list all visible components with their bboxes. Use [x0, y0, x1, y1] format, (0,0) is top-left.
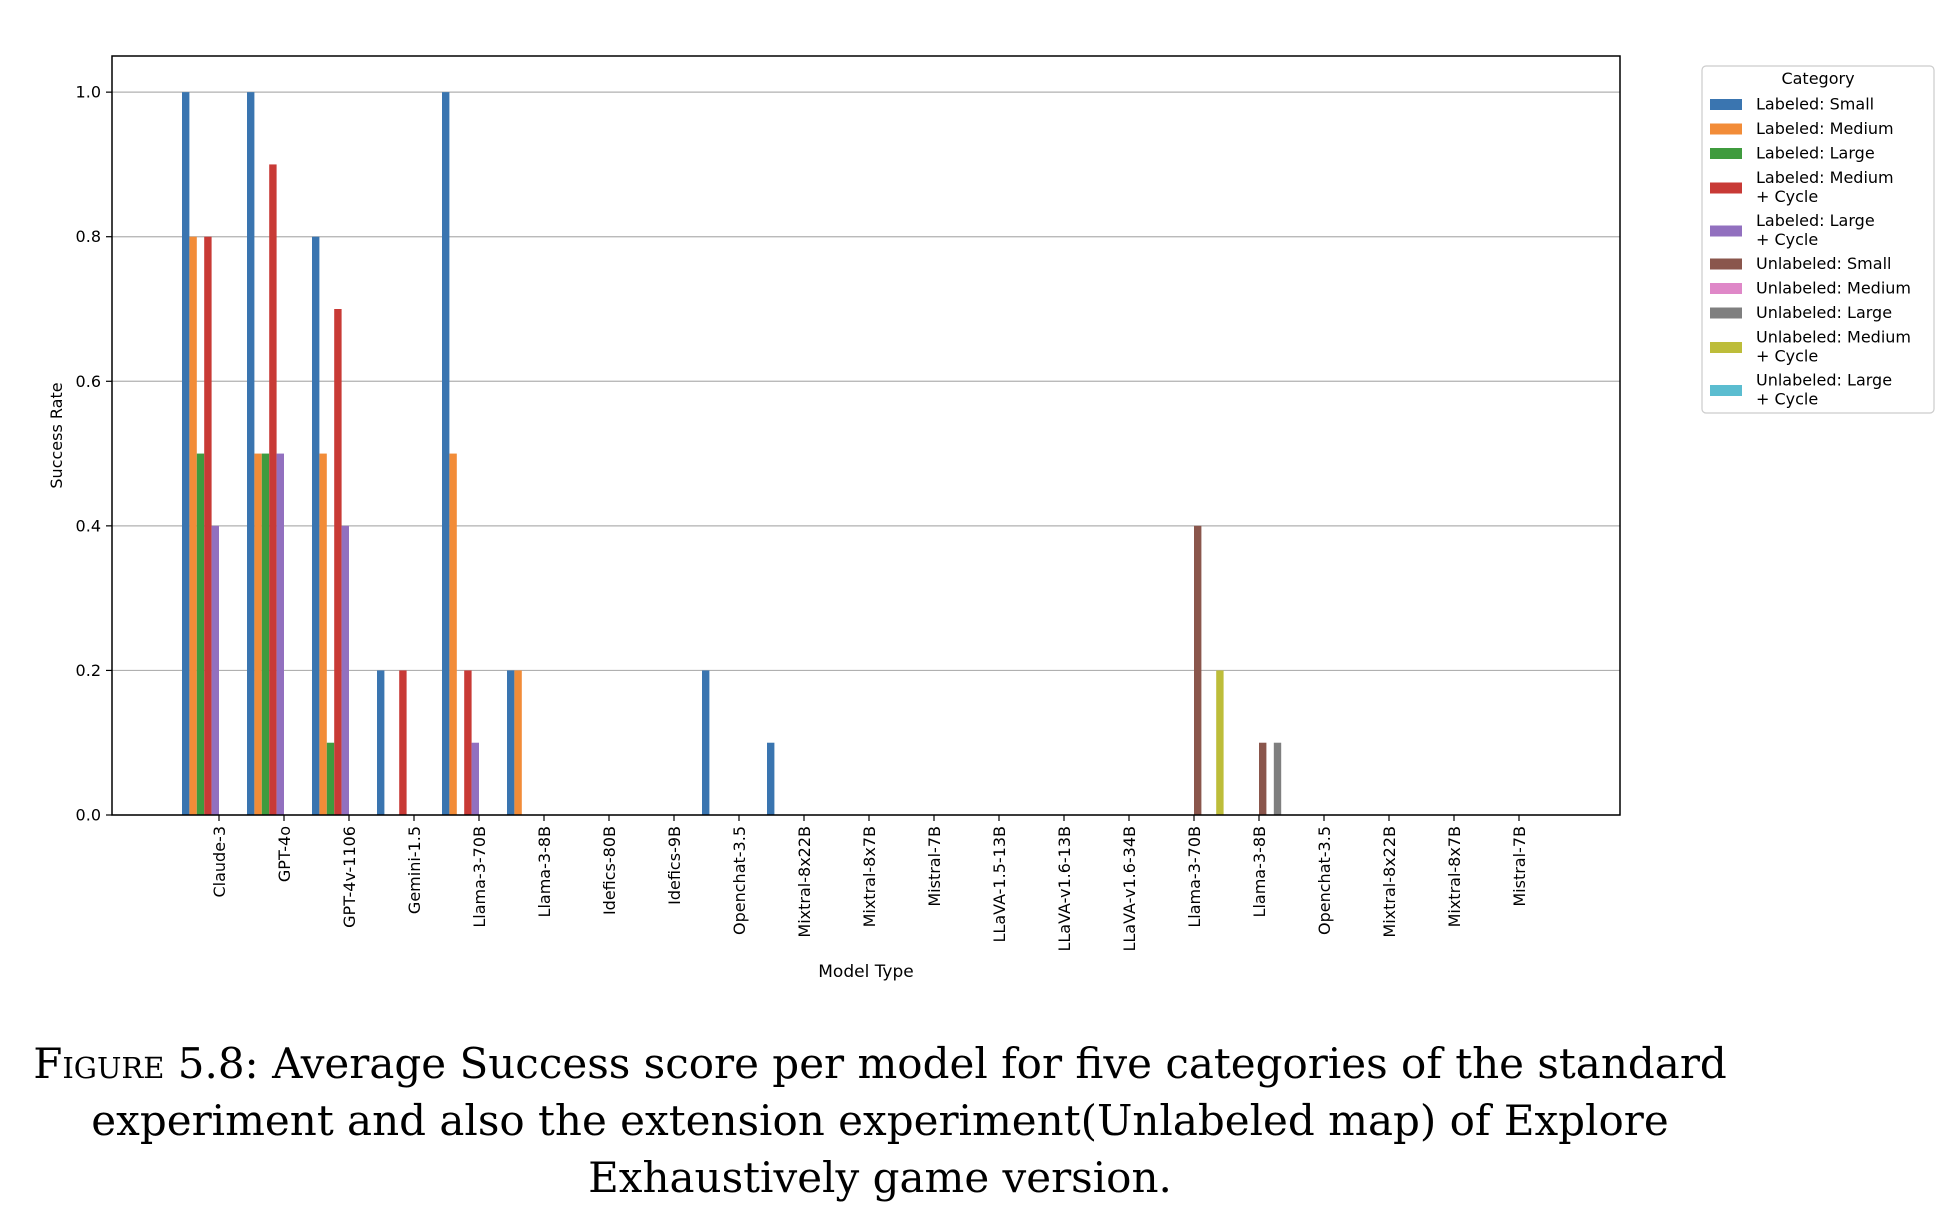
x-tick-label: Mixtral-8x7B — [1445, 826, 1464, 927]
x-axis: Claude-3 GPT-4o GPT-4v-1106 Gemini-1.5 Llama… — [210, 815, 1529, 952]
legend-label: Labeled: Large — [1756, 144, 1875, 163]
x-tick-label: Mixtral-8x22B — [795, 826, 814, 938]
figure-caption-label: Figure 5.8: — [33, 1039, 259, 1088]
plot-frame — [111, 55, 1621, 816]
bar — [464, 670, 472, 815]
bar — [1273, 742, 1282, 815]
x-tick-label: Idefics-9B — [665, 826, 684, 905]
x-tick-label: Claude-3 — [210, 826, 229, 898]
x-tick-label: Mistral-7B — [1510, 826, 1529, 907]
bar — [507, 670, 515, 815]
bar — [276, 453, 284, 815]
legend-swatch — [1710, 182, 1742, 194]
x-tick-label: Mixtral-8x22B — [1380, 826, 1399, 938]
x-tick-label: LLaVA-1.5-13B — [990, 826, 1009, 942]
bar — [254, 453, 262, 815]
bar — [767, 742, 775, 815]
x-tick-label: Openchat-3.5 — [730, 826, 749, 935]
y-tick-label: 0.8 — [76, 227, 101, 246]
x-tick-label: Mistral-7B — [925, 826, 944, 907]
figure-caption: Figure 5.8: Average Success score per mo… — [0, 1035, 1760, 1206]
legend-label: Labeled: Large + Cycle — [1756, 211, 1875, 249]
bar — [319, 453, 327, 815]
legend-swatch — [1710, 148, 1742, 159]
x-tick-label: Llama-3-8B — [535, 826, 554, 917]
y-tick-label: 1.0 — [76, 83, 101, 102]
legend-swatch — [1710, 385, 1742, 396]
legend-swatch — [1710, 258, 1742, 270]
legend-box — [1701, 65, 1935, 414]
y-tick-label: 0.2 — [76, 661, 101, 680]
legend-label: Unlabeled: Medium + Cycle — [1756, 328, 1911, 366]
bar — [261, 453, 270, 815]
x-tick-label: Llama-3-70B — [1185, 826, 1204, 928]
y-axis-label: Success Rate — [47, 382, 66, 488]
x-tick-label: Llama-3-8B — [1250, 826, 1269, 917]
legend-swatch — [1710, 123, 1742, 135]
figure-caption-text: Average Success score per model for five… — [91, 1039, 1727, 1202]
y-tick-label: 0.4 — [76, 516, 101, 535]
x-tick-label: Openchat-3.5 — [1315, 826, 1334, 935]
y-tick-label: 0.6 — [76, 372, 101, 391]
bar — [326, 742, 335, 815]
x-tick-label: Llama-3-70B — [470, 826, 489, 928]
bar — [341, 525, 349, 815]
bar — [182, 92, 190, 815]
bar — [449, 453, 457, 815]
legend-label: Labeled: Small — [1756, 95, 1874, 114]
legend-label: Unlabeled: Small — [1756, 254, 1891, 273]
bar — [211, 525, 219, 815]
legend-items: Labeled: Small Labeled: Medium Labeled: La… — [1710, 95, 1911, 409]
bar — [1259, 742, 1267, 815]
x-tick-label: LLaVA-v1.6-13B — [1055, 826, 1074, 952]
y-tick-label: 0.0 — [76, 806, 101, 825]
legend-label: Unlabeled: Medium — [1756, 279, 1911, 298]
bar — [399, 670, 407, 815]
legend-swatch — [1710, 307, 1742, 319]
x-axis-label: Model Type — [818, 962, 914, 982]
bar — [377, 670, 385, 815]
legend-swatch — [1710, 225, 1742, 237]
bar — [471, 742, 479, 815]
legend-label: Unlabeled: Large + Cycle — [1756, 371, 1892, 409]
bar — [196, 453, 205, 815]
legend-swatch — [1710, 342, 1742, 353]
bar — [1216, 670, 1224, 815]
y-axis: 0.0 0.2 0.4 0.6 0.8 1.0 — [76, 83, 112, 825]
bar — [247, 92, 255, 815]
x-tick-label: GPT-4o — [275, 826, 294, 882]
legend-swatch — [1710, 283, 1742, 294]
bar — [269, 164, 277, 815]
legend-label: Unlabeled: Large — [1756, 303, 1892, 322]
legend-label: Labeled: Medium + Cycle — [1756, 168, 1894, 206]
x-tick-label: Idefics-80B — [600, 826, 619, 915]
bar — [334, 309, 342, 815]
bars — [182, 92, 1282, 815]
x-tick-label: Mixtral-8x7B — [860, 826, 879, 927]
bar — [204, 236, 212, 815]
bar — [514, 670, 522, 815]
legend-swatch — [1710, 99, 1742, 110]
legend-title: Category — [1781, 69, 1854, 88]
bar — [1194, 525, 1202, 815]
bar — [442, 92, 450, 815]
bar — [702, 670, 710, 815]
x-tick-label: GPT-4v-1106 — [340, 826, 359, 928]
x-tick-label: LLaVA-v1.6-34B — [1120, 826, 1139, 952]
legend-label: Labeled: Medium — [1756, 119, 1894, 138]
bar — [312, 236, 320, 815]
x-tick-label: Gemini-1.5 — [405, 826, 424, 914]
bar — [189, 236, 197, 815]
